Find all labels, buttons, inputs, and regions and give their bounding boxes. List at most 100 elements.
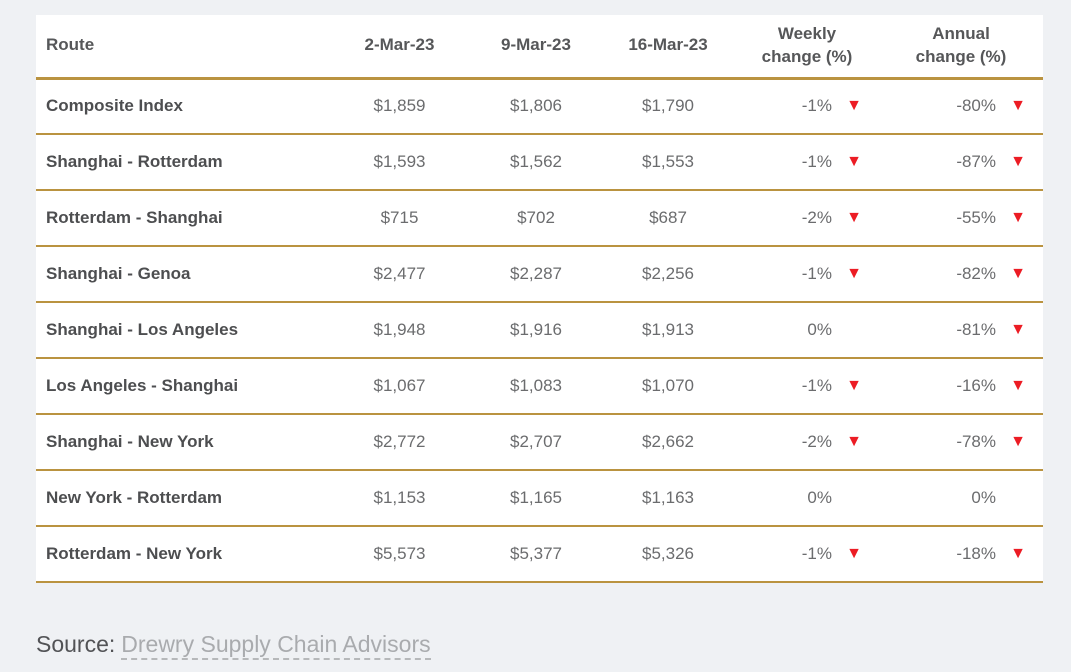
annual-change-cell: -87% ▼ — [879, 134, 1043, 191]
rate-cell: $2,707 — [471, 414, 601, 471]
annual-change-value: -78% — [956, 432, 996, 451]
down-triangle-icon: ▼ — [1010, 321, 1026, 338]
rate-cell: $1,806 — [471, 78, 601, 135]
column-header-annual-change: Annual change (%) — [879, 15, 1043, 80]
weekly-change-cell: -1% ▼ — [735, 78, 879, 135]
down-triangle-icon: ▼ — [846, 153, 862, 170]
rate-cell: $5,326 — [601, 526, 735, 583]
weekly-change-value: -2% — [801, 432, 832, 451]
column-header-date-2: 9-Mar-23 — [471, 15, 601, 80]
annual-change-cell: -80% ▼ — [879, 78, 1043, 135]
table-row: Shanghai - New York $2,772 $2,707 $2,662… — [36, 414, 1043, 471]
rate-cell: $2,287 — [471, 246, 601, 303]
weekly-change-value: -1% — [801, 264, 832, 283]
annual-change-cell: -78% ▼ — [879, 414, 1043, 471]
table-row: New York - Rotterdam $1,153 $1,165 $1,16… — [36, 470, 1043, 527]
annual-change-value: -16% — [956, 376, 996, 395]
rate-cell: $1,153 — [328, 470, 471, 527]
annual-change-cell: -82% ▼ — [879, 246, 1043, 303]
rate-cell: $2,256 — [601, 246, 735, 303]
rate-cell: $2,662 — [601, 414, 735, 471]
down-triangle-icon: ▼ — [846, 433, 862, 450]
down-triangle-icon: ▼ — [1010, 545, 1026, 562]
rate-cell: $1,562 — [471, 134, 601, 191]
route-cell: Composite Index — [36, 78, 328, 135]
freight-rates-table: Route 2-Mar-23 9-Mar-23 16-Mar-23 Weekly… — [36, 15, 1043, 583]
weekly-change-cell: -1% ▼ — [735, 526, 879, 583]
rates-table-card: Route 2-Mar-23 9-Mar-23 16-Mar-23 Weekly… — [36, 15, 1043, 583]
rate-cell: $2,772 — [328, 414, 471, 471]
down-triangle-icon: ▼ — [1010, 153, 1026, 170]
weekly-change-value: 0% — [807, 320, 832, 339]
weekly-change-value: -2% — [801, 208, 832, 227]
down-triangle-icon: ▼ — [1010, 97, 1026, 115]
column-header-date-1: 2-Mar-23 — [328, 15, 471, 80]
column-header-weekly-change: Weekly change (%) — [735, 15, 879, 80]
rate-cell: $1,067 — [328, 358, 471, 415]
route-cell: Rotterdam - Shanghai — [36, 190, 328, 247]
annual-header-line2: change (%) — [915, 46, 1007, 66]
source-attribution: Source: Drewry Supply Chain Advisors — [36, 631, 431, 660]
rate-cell: $1,083 — [471, 358, 601, 415]
down-triangle-icon: ▼ — [846, 209, 862, 226]
weekly-change-cell: -2% ▼ — [735, 414, 879, 471]
weekly-change-cell: -1% ▼ — [735, 358, 879, 415]
weekly-change-value: -1% — [801, 544, 832, 563]
route-cell: Shanghai - New York — [36, 414, 328, 471]
rate-cell: $1,948 — [328, 302, 471, 359]
weekly-change-cell: 0% — [735, 302, 879, 359]
rate-cell: $687 — [601, 190, 735, 247]
down-triangle-icon: ▼ — [846, 97, 862, 115]
rate-cell: $702 — [471, 190, 601, 247]
route-cell: Shanghai - Rotterdam — [36, 134, 328, 191]
down-triangle-icon: ▼ — [1010, 377, 1026, 394]
weekly-header-line1: Weekly — [777, 23, 837, 43]
down-triangle-icon: ▼ — [846, 545, 862, 562]
source-link[interactable]: Drewry Supply Chain Advisors — [121, 631, 431, 660]
weekly-change-cell: -2% ▼ — [735, 190, 879, 247]
rate-cell: $1,593 — [328, 134, 471, 191]
down-triangle-icon: ▼ — [1010, 265, 1026, 282]
down-triangle-icon: ▼ — [1010, 209, 1026, 226]
annual-change-value: -81% — [956, 320, 996, 339]
annual-change-value: -18% — [956, 544, 996, 563]
rate-cell: $1,070 — [601, 358, 735, 415]
route-cell: Rotterdam - New York — [36, 526, 328, 583]
rate-cell: $5,377 — [471, 526, 601, 583]
rate-cell: $1,916 — [471, 302, 601, 359]
source-label: Source: — [36, 631, 116, 657]
annual-change-cell: -18% ▼ — [879, 526, 1043, 583]
column-header-date-3: 16-Mar-23 — [601, 15, 735, 80]
down-triangle-icon: ▼ — [1010, 433, 1026, 450]
table-row: Rotterdam - New York $5,573 $5,377 $5,32… — [36, 526, 1043, 583]
weekly-change-cell: -1% ▼ — [735, 246, 879, 303]
column-header-route: Route — [36, 15, 328, 80]
rate-cell: $1,913 — [601, 302, 735, 359]
rate-cell: $1,790 — [601, 78, 735, 135]
weekly-change-value: -1% — [801, 96, 832, 116]
weekly-change-value: 0% — [807, 488, 832, 507]
annual-change-cell: -16% ▼ — [879, 358, 1043, 415]
annual-change-value: 0% — [971, 488, 996, 507]
down-triangle-icon: ▼ — [846, 265, 862, 282]
rate-cell: $2,477 — [328, 246, 471, 303]
rate-cell: $1,165 — [471, 470, 601, 527]
weekly-change-cell: -1% ▼ — [735, 134, 879, 191]
weekly-change-cell: 0% — [735, 470, 879, 527]
table-row: Shanghai - Rotterdam $1,593 $1,562 $1,55… — [36, 134, 1043, 191]
annual-change-cell: -81% ▼ — [879, 302, 1043, 359]
weekly-change-value: -1% — [801, 152, 832, 171]
annual-change-cell: -55% ▼ — [879, 190, 1043, 247]
down-triangle-icon: ▼ — [846, 377, 862, 394]
weekly-change-value: -1% — [801, 376, 832, 395]
weekly-header-line2: change (%) — [761, 46, 853, 66]
table-row: Los Angeles - Shanghai $1,067 $1,083 $1,… — [36, 358, 1043, 415]
rate-cell: $1,553 — [601, 134, 735, 191]
route-cell: Shanghai - Los Angeles — [36, 302, 328, 359]
route-cell: Los Angeles - Shanghai — [36, 358, 328, 415]
rate-cell: $1,859 — [328, 78, 471, 135]
annual-change-value: -80% — [956, 96, 996, 116]
header-row: Route 2-Mar-23 9-Mar-23 16-Mar-23 Weekly… — [36, 15, 1043, 80]
annual-change-cell: 0% — [879, 470, 1043, 527]
annual-change-value: -87% — [956, 152, 996, 171]
